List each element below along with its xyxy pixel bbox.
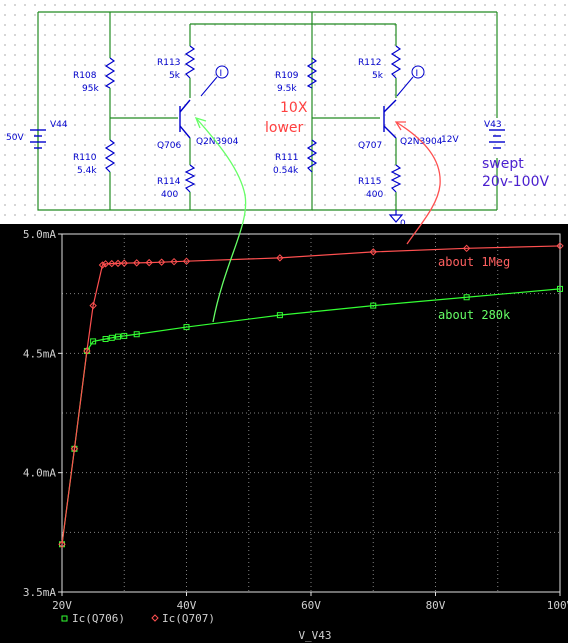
x-tick-label: 60V <box>301 599 321 612</box>
q707-model: Q2N3904 <box>400 137 443 147</box>
data-point-ic-q707 <box>132 259 141 267</box>
r112-name: R112 <box>358 58 381 68</box>
data-point-ic-q706 <box>133 331 140 338</box>
data-point-ic-q707 <box>145 258 153 267</box>
data-point-ic-q706 <box>276 312 283 319</box>
data-point-ic-q707 <box>170 257 178 266</box>
data-point-ic-q707 <box>101 260 110 268</box>
data-point-ic-q706 <box>121 332 128 339</box>
v43-value: 12V <box>441 135 459 145</box>
data-point-ic-q707 <box>157 258 166 266</box>
data-point-ic-q707 <box>182 257 191 265</box>
data-point-ic-q707 <box>70 445 79 453</box>
note-swept: swept <box>482 156 524 172</box>
r108-name: R108 <box>73 71 97 81</box>
data-point-ic-q707 <box>108 259 116 268</box>
schematic-wires <box>37 11 498 211</box>
current-probe-icon: I <box>396 65 425 97</box>
r113-value: 5k <box>169 71 181 81</box>
source-symbols <box>30 129 505 149</box>
resistor-symbols <box>104 45 402 193</box>
x-tick-label: 100V <box>547 599 568 612</box>
r113-name: R113 <box>157 58 180 68</box>
legend-marker-diamond-icon <box>151 614 159 622</box>
probe-label: I <box>416 69 419 79</box>
probe-label: I <box>220 69 223 79</box>
probe-plot-window: 3.5mA 4.0mA 4.5mA 5.0mA 20V 40V 60V 80V 100V Ic… <box>0 224 568 643</box>
data-point-ic-q706 <box>108 334 115 341</box>
r110-name: R110 <box>73 153 97 163</box>
legend-label-ic-q706[interactable]: Ic(Q706) <box>72 612 125 625</box>
r110-value: 5.4k <box>77 166 97 176</box>
x-axis-label: V_V43 <box>298 629 331 642</box>
v44-value: 50V <box>6 133 24 143</box>
schematic-drawing: I I 50V V44 12V V43 R108 95k R110 5.4k R… <box>6 11 549 224</box>
note-about-1meg: about 1Meg <box>438 255 510 269</box>
schematic-panel: I I 50V V44 12V V43 R108 95k R110 5.4k R… <box>0 0 568 224</box>
data-point-ic-q707 <box>276 254 284 262</box>
legend-label-ic-q707[interactable]: Ic(Q707) <box>162 612 215 625</box>
data-point-ic-q706 <box>370 302 377 309</box>
r108-value: 95k <box>82 84 99 94</box>
v44-name: V44 <box>50 120 68 130</box>
note-swept-range: 20v-100V <box>482 174 549 190</box>
r115-name: R115 <box>358 177 381 187</box>
data-point-ic-q707 <box>120 259 128 267</box>
data-point-ic-q707 <box>114 259 122 268</box>
r112-value: 5k <box>372 71 384 81</box>
data-point-ic-q707 <box>89 301 97 310</box>
data-point-ic-q706 <box>90 338 97 345</box>
q706-model: Q2N3904 <box>196 137 239 147</box>
data-point-ic-q706 <box>183 324 190 331</box>
r109-value: 9.5k <box>277 84 297 94</box>
x-tick-label: 20V <box>52 599 72 612</box>
series-line-ic-q706 <box>61 288 561 545</box>
data-point-ic-q706 <box>115 333 122 340</box>
x-tick-label: 40V <box>177 599 197 612</box>
current-probe-icon: I <box>200 65 229 97</box>
r111-name: R111 <box>275 153 298 163</box>
data-point-ic-q706 <box>463 294 470 301</box>
data-point-ic-q707 <box>462 244 471 253</box>
r111-value: 0.54k <box>273 166 299 176</box>
data-point-ic-q707 <box>58 540 66 548</box>
legend-marker-square-icon <box>61 615 68 622</box>
r115-value: 400 <box>366 190 383 200</box>
x-tick-label: 80V <box>426 599 446 612</box>
r109-name: R109 <box>275 71 299 81</box>
y-tick-label: 3.5mA <box>23 586 56 599</box>
r114-value: 400 <box>161 190 178 200</box>
data-point-ic-q707 <box>556 242 564 250</box>
q706-name: Q706 <box>157 141 182 151</box>
series-line-ic-q707 <box>61 245 561 545</box>
transistor-symbols <box>179 99 397 139</box>
y-tick-label: 4.0mA <box>23 467 56 480</box>
data-point-ic-q707 <box>98 261 107 269</box>
data-point-ic-q707 <box>369 248 377 256</box>
data-point-ic-q706 <box>102 336 109 343</box>
data-point-ic-q707 <box>83 347 91 355</box>
data-point-ic-q706 <box>557 285 563 292</box>
chart: 3.5mA 4.0mA 4.5mA 5.0mA 20V 40V 60V 80V 100V Ic… <box>23 228 568 642</box>
y-tick-label: 4.5mA <box>23 347 56 360</box>
schematic-dot-grid <box>0 0 568 224</box>
v43-name: V43 <box>484 120 502 130</box>
q707-name: Q707 <box>358 141 382 151</box>
note-lower: lower <box>265 120 304 136</box>
y-tick-label: 5.0mA <box>23 228 56 241</box>
r114-name: R114 <box>157 177 181 187</box>
note-tenx: 10X <box>280 100 308 116</box>
note-about-280k: about 280k <box>438 308 511 322</box>
